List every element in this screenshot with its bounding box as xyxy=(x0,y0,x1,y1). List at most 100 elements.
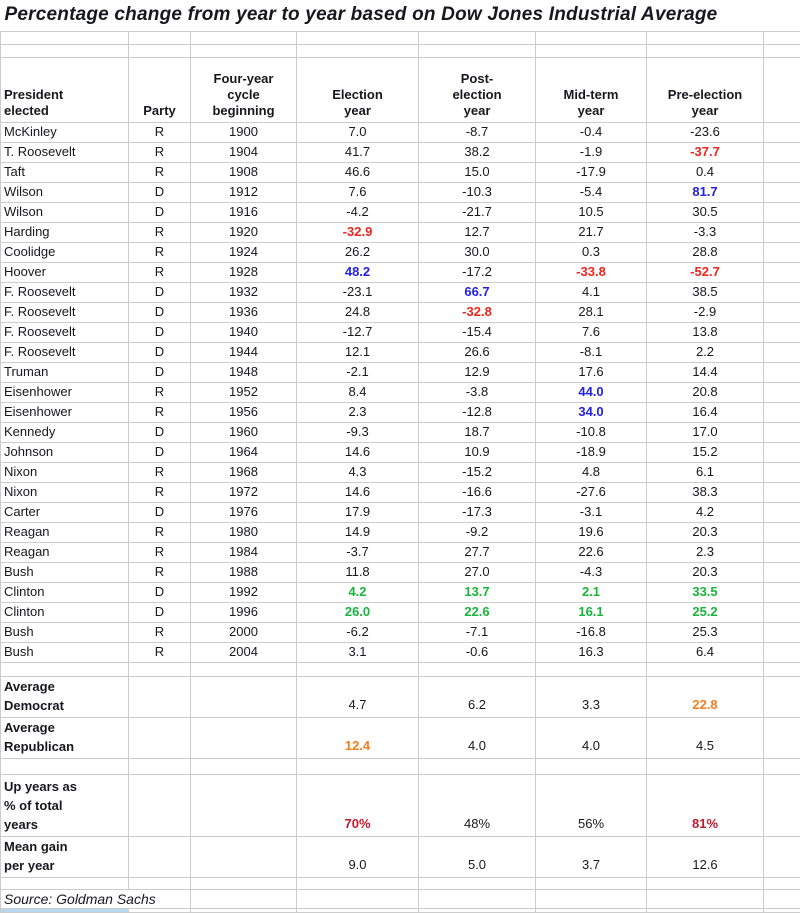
empty-cell[interactable] xyxy=(764,889,800,908)
president-cell[interactable]: Truman xyxy=(1,362,129,382)
value-cell[interactable]: -0.4 xyxy=(536,122,647,142)
empty-cell[interactable] xyxy=(764,322,800,342)
value-cell[interactable]: 18.7 xyxy=(419,422,536,442)
president-cell[interactable]: Eisenhower xyxy=(1,402,129,422)
value-cell[interactable]: 2.3 xyxy=(297,402,419,422)
value-cell[interactable]: 24.8 xyxy=(297,302,419,322)
summary-value-cell[interactable]: 12.4 xyxy=(297,717,419,758)
empty-cell[interactable] xyxy=(764,162,800,182)
party-cell[interactable]: D xyxy=(129,342,191,362)
value-cell[interactable]: 48.2 xyxy=(297,262,419,282)
value-cell[interactable]: 15.0 xyxy=(419,162,536,182)
president-cell[interactable]: Reagan xyxy=(1,522,129,542)
empty-cell[interactable] xyxy=(764,342,800,362)
empty-cell[interactable] xyxy=(764,362,800,382)
value-cell[interactable]: 20.3 xyxy=(647,522,764,542)
empty-cell[interactable] xyxy=(536,877,647,889)
party-cell[interactable]: D xyxy=(129,422,191,442)
value-cell[interactable]: -32.9 xyxy=(297,222,419,242)
empty-cell[interactable] xyxy=(297,31,419,44)
value-cell[interactable]: -32.8 xyxy=(419,302,536,322)
value-cell[interactable]: -18.9 xyxy=(536,442,647,462)
summary-value-cell[interactable]: 81% xyxy=(647,774,764,836)
summary-value-cell[interactable]: 56% xyxy=(536,774,647,836)
summary-value-cell[interactable]: 4.0 xyxy=(536,717,647,758)
party-cell[interactable]: D xyxy=(129,282,191,302)
empty-cell[interactable] xyxy=(764,462,800,482)
cycle-year-cell[interactable]: 1904 xyxy=(191,142,297,162)
cycle-year-cell[interactable]: 2004 xyxy=(191,642,297,662)
value-cell[interactable]: -52.7 xyxy=(647,262,764,282)
value-cell[interactable]: 26.2 xyxy=(297,242,419,262)
party-cell[interactable]: D xyxy=(129,302,191,322)
empty-cell[interactable] xyxy=(764,382,800,402)
cycle-year-cell[interactable]: 1916 xyxy=(191,202,297,222)
value-cell[interactable]: 13.8 xyxy=(647,322,764,342)
empty-cell[interactable] xyxy=(129,774,191,836)
empty-cell[interactable] xyxy=(764,122,800,142)
party-cell[interactable]: R xyxy=(129,142,191,162)
empty-cell[interactable] xyxy=(129,676,191,717)
empty-cell[interactable] xyxy=(764,877,800,889)
empty-cell[interactable] xyxy=(297,889,419,908)
value-cell[interactable]: 0.3 xyxy=(536,242,647,262)
value-cell[interactable]: 17.9 xyxy=(297,502,419,522)
empty-cell[interactable] xyxy=(647,44,764,57)
empty-cell[interactable] xyxy=(419,889,536,908)
value-cell[interactable]: 3.1 xyxy=(297,642,419,662)
value-cell[interactable]: -15.4 xyxy=(419,322,536,342)
cycle-year-cell[interactable]: 1928 xyxy=(191,262,297,282)
empty-cell[interactable] xyxy=(419,758,536,774)
summary-value-cell[interactable]: 3.3 xyxy=(536,676,647,717)
president-cell[interactable]: Eisenhower xyxy=(1,382,129,402)
empty-cell[interactable] xyxy=(647,758,764,774)
header-cell-6[interactable]: Pre-election year xyxy=(647,57,764,122)
cycle-year-cell[interactable]: 1964 xyxy=(191,442,297,462)
empty-cell[interactable] xyxy=(764,622,800,642)
value-cell[interactable]: -23.6 xyxy=(647,122,764,142)
empty-cell[interactable] xyxy=(1,758,129,774)
value-cell[interactable]: 12.1 xyxy=(297,342,419,362)
empty-cell[interactable] xyxy=(764,482,800,502)
empty-cell[interactable] xyxy=(764,582,800,602)
empty-cell[interactable] xyxy=(764,31,800,44)
value-cell[interactable]: 12.9 xyxy=(419,362,536,382)
party-cell[interactable]: R xyxy=(129,382,191,402)
empty-cell[interactable] xyxy=(764,717,800,758)
value-cell[interactable]: 2.2 xyxy=(647,342,764,362)
value-cell[interactable]: 4.2 xyxy=(297,582,419,602)
cycle-year-cell[interactable]: 1960 xyxy=(191,422,297,442)
value-cell[interactable]: 26.0 xyxy=(297,602,419,622)
value-cell[interactable]: 25.3 xyxy=(647,622,764,642)
value-cell[interactable]: -3.8 xyxy=(419,382,536,402)
summary-label-cell[interactable]: Average Republican xyxy=(1,717,129,758)
value-cell[interactable]: 14.6 xyxy=(297,482,419,502)
empty-cell[interactable] xyxy=(129,717,191,758)
cycle-year-cell[interactable]: 1956 xyxy=(191,402,297,422)
value-cell[interactable]: 11.8 xyxy=(297,562,419,582)
party-cell[interactable]: D xyxy=(129,442,191,462)
value-cell[interactable]: 28.1 xyxy=(536,302,647,322)
empty-cell[interactable] xyxy=(129,836,191,877)
president-cell[interactable]: Hoover xyxy=(1,262,129,282)
empty-cell[interactable] xyxy=(1,877,129,889)
value-cell[interactable]: 38.2 xyxy=(419,142,536,162)
party-cell[interactable]: R xyxy=(129,542,191,562)
cycle-year-cell[interactable]: 1972 xyxy=(191,482,297,502)
cycle-year-cell[interactable]: 1912 xyxy=(191,182,297,202)
president-cell[interactable]: Johnson xyxy=(1,442,129,462)
empty-cell[interactable] xyxy=(764,422,800,442)
empty-cell[interactable] xyxy=(764,142,800,162)
empty-cell[interactable] xyxy=(764,57,800,122)
value-cell[interactable]: -27.6 xyxy=(536,482,647,502)
summary-value-cell[interactable]: 22.8 xyxy=(647,676,764,717)
empty-cell[interactable] xyxy=(129,908,191,912)
president-cell[interactable]: Wilson xyxy=(1,202,129,222)
empty-cell[interactable] xyxy=(764,242,800,262)
value-cell[interactable]: 13.7 xyxy=(419,582,536,602)
president-cell[interactable]: F. Roosevelt xyxy=(1,322,129,342)
cycle-year-cell[interactable]: 1952 xyxy=(191,382,297,402)
value-cell[interactable]: -15.2 xyxy=(419,462,536,482)
empty-cell[interactable] xyxy=(297,44,419,57)
party-cell[interactable]: D xyxy=(129,202,191,222)
